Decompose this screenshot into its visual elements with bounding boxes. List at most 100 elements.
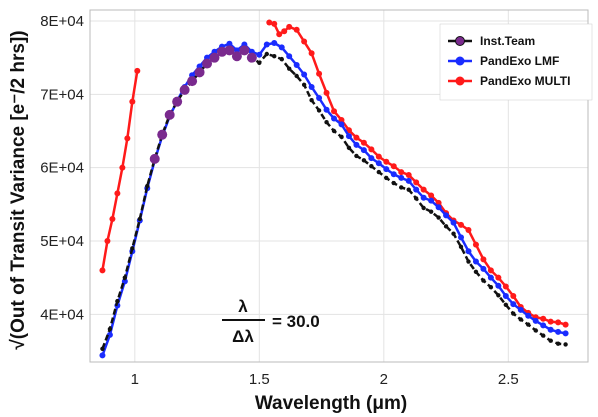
data-point [353, 141, 360, 148]
data-point [179, 84, 190, 95]
data-point [480, 256, 487, 263]
data-point [563, 342, 568, 347]
data-point [413, 179, 420, 186]
legend-item-pandexo-lmf: PandExo LMF [448, 54, 559, 68]
data-point [331, 108, 338, 115]
data-point [187, 76, 198, 87]
data-point [375, 160, 382, 167]
data-point [308, 84, 315, 90]
data-point [390, 171, 397, 178]
data-point [338, 121, 345, 128]
plot-frame [89, 9, 589, 363]
data-point [216, 46, 227, 57]
data-point [145, 183, 150, 189]
data-point [421, 205, 426, 211]
legend-marker-pandexo-multi [455, 76, 465, 86]
x-tick-label: 2.5 [498, 371, 519, 388]
legend-marker-pandexo-lmf [455, 56, 465, 66]
series-inst-team [100, 45, 568, 351]
data-point [428, 209, 434, 214]
data-point [119, 164, 126, 171]
data-point [399, 185, 404, 190]
data-point [562, 321, 569, 328]
data-point [555, 319, 562, 326]
data-point [202, 58, 213, 69]
data-point [555, 328, 562, 335]
data-point [413, 186, 420, 193]
data-point [398, 169, 405, 176]
data-point [518, 317, 523, 322]
data-point [375, 153, 382, 160]
data-point [114, 190, 121, 197]
data-point [428, 192, 435, 199]
x-tick-label: 1 [131, 371, 139, 388]
data-point [134, 67, 141, 74]
data-point [309, 98, 314, 103]
data-point [293, 26, 300, 33]
tick-labels: 1 1.5 2 2.5 4E+04 5E+04 6E+04 7E+04 8E+04 [40, 13, 519, 388]
data-point [246, 52, 257, 63]
legend-marker-inst-team [455, 36, 465, 46]
data-point [281, 28, 288, 35]
annotation-value: = 30.0 [272, 312, 320, 331]
data-point [472, 258, 479, 265]
data-point [384, 175, 389, 181]
x-tick-label: 1.5 [249, 371, 270, 388]
data-point [502, 293, 509, 299]
data-point [510, 301, 517, 308]
y-tick-label: 4E+04 [40, 306, 84, 323]
data-point [405, 172, 412, 178]
lambda-annotation: λ Δλ = 30.0 [222, 297, 320, 346]
data-point [360, 147, 367, 154]
data-point [473, 269, 479, 274]
data-point [526, 322, 531, 327]
data-point [495, 282, 502, 289]
data-point [109, 216, 116, 222]
data-point [548, 338, 553, 343]
data-point [511, 311, 516, 316]
data-point [266, 19, 273, 26]
data-point [149, 153, 160, 164]
data-point [503, 302, 509, 307]
data-point [540, 315, 547, 322]
data-point [164, 109, 175, 120]
data-point [99, 352, 106, 359]
data-point [383, 158, 390, 165]
data-point [308, 50, 315, 57]
legend-label-pandexo-multi: PandExo MULTI [480, 74, 570, 88]
data-point [271, 40, 278, 46]
data-point [346, 145, 352, 151]
data-point [115, 298, 120, 304]
data-point [450, 219, 457, 226]
x-axis-title: Wavelength (μm) [255, 393, 407, 414]
data-point [239, 45, 250, 56]
data-point [458, 221, 465, 228]
data-point [316, 70, 323, 77]
data-point [428, 197, 435, 204]
data-point [420, 186, 427, 193]
data-point [540, 333, 546, 338]
data-point [316, 108, 322, 113]
data-point [331, 115, 338, 122]
data-point [323, 89, 330, 96]
x-tick-label: 2 [380, 371, 388, 388]
data-point [405, 177, 412, 184]
data-point [257, 60, 262, 65]
data-point [287, 66, 292, 71]
data-point [368, 146, 375, 153]
data-point [390, 163, 397, 170]
y-tick-label: 5E+04 [40, 233, 84, 250]
data-point [547, 318, 554, 325]
data-point [122, 275, 128, 280]
data-point [194, 67, 205, 78]
data-point [383, 166, 390, 173]
data-point [271, 20, 278, 27]
data-point [345, 133, 352, 140]
data-point [278, 44, 285, 51]
data-point [130, 246, 135, 251]
data-point [413, 196, 419, 201]
y-tick-label: 8E+04 [40, 13, 84, 30]
data-point [376, 169, 382, 175]
data-point [339, 134, 344, 140]
